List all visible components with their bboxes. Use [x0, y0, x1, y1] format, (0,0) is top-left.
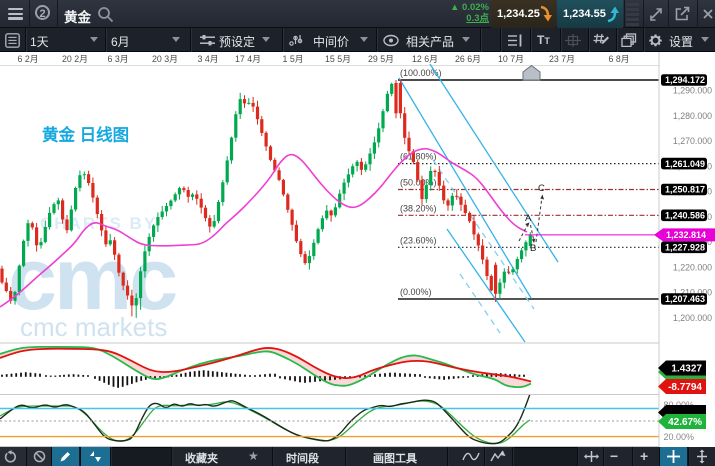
svg-text:10 7月: 10 7月 — [498, 54, 524, 64]
svg-text:20 2月: 20 2月 — [62, 54, 88, 64]
svg-text:1,270.000: 1,270.000 — [673, 136, 712, 146]
svg-text:1 5月: 1 5月 — [282, 54, 303, 64]
svg-text:1,210.000: 1,210.000 — [673, 288, 712, 298]
svg-text:-8.7794: -8.7794 — [668, 382, 702, 393]
svg-text:1,280.000: 1,280.000 — [673, 111, 712, 121]
svg-text:29 5月: 29 5月 — [368, 54, 394, 64]
svg-text:3 4月: 3 4月 — [197, 54, 218, 64]
svg-text:1,290.000: 1,290.000 — [673, 86, 712, 96]
svg-text:1,261.049: 1,261.049 — [665, 159, 705, 169]
svg-text:20.00%: 20.00% — [663, 432, 694, 442]
svg-text:(38.20%): (38.20%) — [400, 203, 437, 213]
svg-text:1,200.000: 1,200.000 — [673, 313, 712, 323]
svg-text:1,240.586: 1,240.586 — [665, 211, 705, 221]
svg-text:12 6月: 12 6月 — [412, 54, 438, 64]
svg-text:1.4327: 1.4327 — [671, 364, 702, 375]
svg-text:B: B — [530, 243, 536, 254]
svg-text:23 7月: 23 7月 — [549, 54, 575, 64]
svg-text:26 6月: 26 6月 — [455, 54, 481, 64]
svg-text:1,250.817: 1,250.817 — [665, 185, 705, 195]
svg-text:(61.80%): (61.80%) — [400, 152, 437, 162]
svg-text:(23.60%): (23.60%) — [400, 235, 437, 245]
svg-text:1,232.814: 1,232.814 — [666, 230, 706, 240]
svg-text:6 3月: 6 3月 — [107, 54, 128, 64]
svg-text:(50.00%): (50.00%) — [400, 178, 437, 188]
svg-text:1,227.928: 1,227.928 — [665, 243, 705, 253]
svg-text:1,207.463: 1,207.463 — [665, 294, 705, 304]
svg-text:(0.00%): (0.00%) — [400, 287, 432, 297]
svg-text:黄金 日线图: 黄金 日线图 — [42, 125, 129, 145]
svg-text:1,220.000: 1,220.000 — [673, 262, 712, 272]
svg-text:(100.00%): (100.00%) — [400, 68, 442, 78]
svg-text:15 5月: 15 5月 — [325, 54, 351, 64]
svg-text:A: A — [525, 213, 532, 224]
svg-text:6 8月: 6 8月 — [608, 54, 629, 64]
svg-text:1,294.172: 1,294.172 — [665, 75, 705, 85]
svg-text:C: C — [538, 183, 545, 194]
svg-text:42.67%: 42.67% — [668, 417, 702, 428]
svg-text:cmc markets: cmc markets — [20, 312, 167, 342]
svg-text:6 2月: 6 2月 — [17, 54, 38, 64]
svg-text:20 3月: 20 3月 — [152, 54, 178, 64]
svg-text:17 4月: 17 4月 — [235, 54, 261, 64]
